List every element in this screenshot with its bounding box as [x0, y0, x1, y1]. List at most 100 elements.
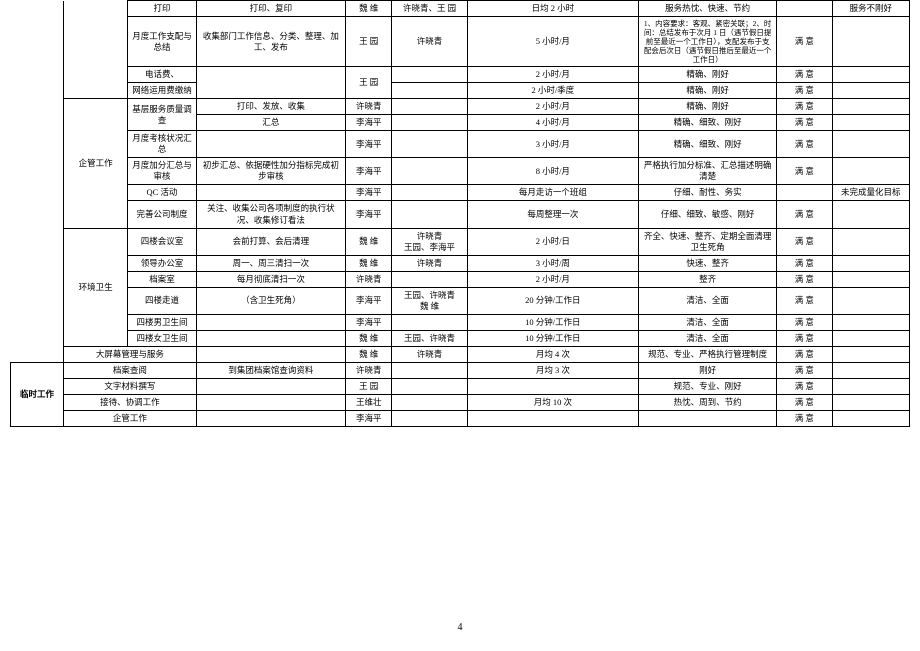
cell-note	[832, 346, 909, 362]
cell-task: 领导办公室	[128, 255, 197, 271]
cell-eval: 满 意	[777, 287, 832, 314]
cell-task: 四楼男卫生间	[128, 314, 197, 330]
cell-task: QC 活动	[128, 185, 197, 201]
table-row: 四楼女卫生间 魏 维 王园、许晓青 10 分钟/工作日 清洁、全面 满 意	[11, 330, 910, 346]
cell-req: 整齐	[639, 271, 777, 287]
cell-req	[639, 411, 777, 427]
cell-eval: 满 意	[777, 346, 832, 362]
cell-req: 清洁、全面	[639, 314, 777, 330]
cell-p1: 李海平	[346, 115, 392, 131]
cell-task: 四楼会议室	[128, 228, 197, 255]
cell-p2: 许晓青、王 园	[392, 1, 467, 17]
cell-task: 基层服务质量调查	[128, 99, 197, 131]
cell-desc: 收集部门工作信息、分类、整理、加工、发布	[196, 17, 345, 67]
cell-note	[832, 158, 909, 185]
cell-p1: 许晓青	[346, 271, 392, 287]
cell-p1: 许晓青	[346, 362, 392, 378]
cell-req: 清洁、全面	[639, 330, 777, 346]
cell-p1: 李海平	[346, 411, 392, 427]
cell-desc: 每月彻底清扫一次	[196, 271, 345, 287]
table-row: 月度考核状况汇总 李海平 3 小时/月 精确、细致、刚好 满 意	[11, 131, 910, 158]
cell-sub: 接待、协调工作	[64, 395, 197, 411]
table-row: 档案室 每月彻底清扫一次 许晓青 2 小时/月 整齐 满 意	[11, 271, 910, 287]
cell-sub: 大屏幕管理与服务	[64, 346, 197, 362]
cell-note	[832, 17, 909, 67]
table-row: 电话费、 王 园 2 小时/月 精确、刚好 满 意	[11, 67, 910, 83]
cell-p2: 王园、许晓青 魏 维	[392, 287, 467, 314]
cell-p1: 李海平	[346, 185, 392, 201]
cell-p2	[392, 395, 467, 411]
cell-p1: 李海平	[346, 287, 392, 314]
cell-req: 刚好	[639, 362, 777, 378]
cell-p2	[392, 379, 467, 395]
table-row: 接待、协调工作 王维壮 月均 10 次 热忱、周到、节约 满 意	[11, 395, 910, 411]
cell-task: 完善公司制度	[128, 201, 197, 228]
cell-note	[832, 330, 909, 346]
cell-note	[832, 131, 909, 158]
cell-req: 服务热忱、快速、节约	[639, 1, 777, 17]
cell-eval: 满 意	[777, 83, 832, 99]
cell-note	[832, 99, 909, 115]
cell-category: 临时工作	[11, 362, 64, 426]
table-row: 四楼男卫生间 李海平 10 分钟/工作日 清洁、全面 满 意	[11, 314, 910, 330]
cell-freq: 2 小时/季度	[467, 83, 638, 99]
cell-p2	[392, 201, 467, 228]
cell-freq: 2 小时/月	[467, 271, 638, 287]
cell-req: 快速、整齐	[639, 255, 777, 271]
cell-freq: 8 小时/月	[467, 158, 638, 185]
cell-task: 月度加分汇总与审核	[128, 158, 197, 185]
cell-eval: 满 意	[777, 330, 832, 346]
cell-sub: 企管工作	[64, 411, 197, 427]
table-row: 临时工作 档案查阅 到集团档案馆查询资料 许晓青 月均 3 次 刚好 满 意	[11, 362, 910, 378]
cell-eval: 满 意	[777, 362, 832, 378]
table-row: 月度加分汇总与审核 初步汇总、依据硬性加分指标完成初步审核 李海平 8 小时/月…	[11, 158, 910, 185]
cell-eval: 满 意	[777, 67, 832, 83]
cell-desc	[196, 185, 345, 201]
cell-eval: 满 意	[777, 228, 832, 255]
cell-p1: 王维壮	[346, 395, 392, 411]
cell-freq: 月均 3 次	[467, 362, 638, 378]
cell-p1: 王 园	[346, 379, 392, 395]
cell-freq: 日均 2 小时	[467, 1, 638, 17]
table-row: 四楼走道 （含卫生死角） 李海平 王园、许晓青 魏 维 20 分钟/工作日 清洁…	[11, 287, 910, 314]
cell-desc: 会前打算、会后清理	[196, 228, 345, 255]
cell-req: 清洁、全面	[639, 287, 777, 314]
cell-p2	[392, 99, 467, 115]
cell-req: 精确、细致、刚好	[639, 131, 777, 158]
cell-req: 精确、刚好	[639, 83, 777, 99]
cell-note	[832, 83, 909, 99]
cell-req: 精确、刚好	[639, 99, 777, 115]
cell-p1: 魏 维	[346, 330, 392, 346]
cell-freq: 2 小时/日	[467, 228, 638, 255]
cell-p2	[392, 158, 467, 185]
cell-req: 严格执行加分标准、汇总描述明确清楚	[639, 158, 777, 185]
cell-eval: 满 意	[777, 271, 832, 287]
cell-eval: 满 意	[777, 379, 832, 395]
cell-p1: 李海平	[346, 131, 392, 158]
cell-sub: 环境卫生	[64, 228, 128, 346]
cell-note	[832, 395, 909, 411]
cell-p2	[392, 185, 467, 201]
cell-freq: 月均 4 次	[467, 346, 638, 362]
cell-note	[832, 379, 909, 395]
cell-p1: 李海平	[346, 158, 392, 185]
cell-p1: 李海平	[346, 314, 392, 330]
cell-freq: 5 小时/月	[467, 17, 638, 67]
cell-p1: 李海平	[346, 201, 392, 228]
cell-desc	[196, 330, 345, 346]
cell-desc: 关注、收集公司各项制度的执行状况、收集修订看法	[196, 201, 345, 228]
cell-task: 月度考核状况汇总	[128, 131, 197, 158]
cell-sub: 档案查阅	[64, 362, 197, 378]
cell-desc: 打印、发放、收集	[196, 99, 345, 115]
cell-task: 四楼女卫生间	[128, 330, 197, 346]
cell-eval: 满 意	[777, 158, 832, 185]
cell-desc	[196, 314, 345, 330]
cell-eval: 满 意	[777, 99, 832, 115]
cell-eval: 满 意	[777, 131, 832, 158]
table-row: 环境卫生 四楼会议室 会前打算、会后清理 魏 维 许晓青 王园、李海平 2 小时…	[11, 228, 910, 255]
cell-req: 规范、专业、刚好	[639, 379, 777, 395]
cell-desc	[196, 131, 345, 158]
cell-freq: 3 小时/周	[467, 255, 638, 271]
cell-desc: 到集团档案馆查询资料	[196, 362, 345, 378]
cell-p1: 魏 维	[346, 1, 392, 17]
